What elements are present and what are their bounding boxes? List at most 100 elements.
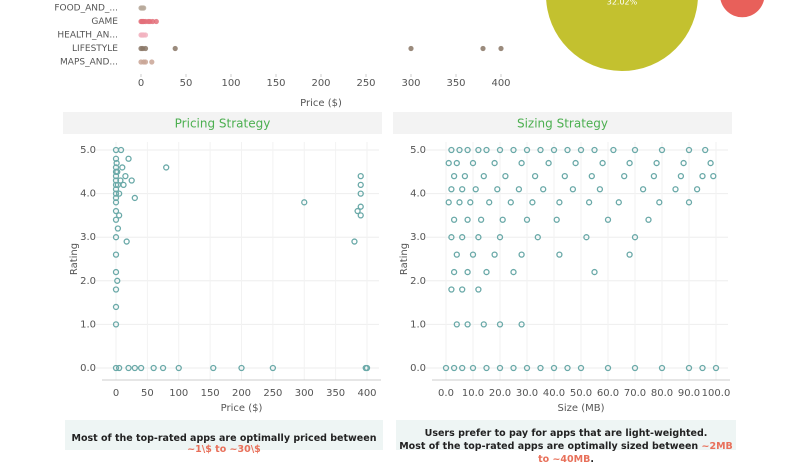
strip-dot bbox=[142, 45, 149, 52]
point bbox=[545, 159, 552, 167]
category-label: MAPS_AND... bbox=[60, 58, 118, 68]
point bbox=[112, 207, 120, 215]
point bbox=[585, 199, 593, 206]
point bbox=[702, 146, 709, 154]
x-tick-label: 0 bbox=[113, 388, 119, 399]
x-tick-label: 0.0 bbox=[438, 388, 454, 399]
point bbox=[534, 234, 541, 241]
point bbox=[475, 286, 482, 293]
point bbox=[631, 364, 639, 372]
x-tick-label: 400 bbox=[357, 388, 376, 399]
point bbox=[685, 146, 693, 154]
point bbox=[112, 199, 120, 206]
strip-dot bbox=[498, 45, 504, 52]
x-tick-label: 300 bbox=[401, 78, 420, 89]
point bbox=[112, 234, 120, 241]
category-label: LIFESTYLE bbox=[72, 44, 118, 54]
point bbox=[114, 168, 121, 175]
point bbox=[483, 364, 490, 372]
point bbox=[464, 146, 471, 154]
point bbox=[561, 173, 568, 180]
x-tick-label: 70.0 bbox=[624, 388, 646, 399]
point bbox=[448, 146, 455, 154]
point bbox=[550, 364, 558, 372]
category-label: HEALTH_AN... bbox=[57, 31, 118, 41]
note-text: Most of the top-rated apps are optimally… bbox=[71, 433, 377, 444]
point bbox=[712, 364, 720, 372]
point bbox=[112, 251, 120, 258]
point bbox=[450, 268, 458, 276]
point bbox=[448, 234, 455, 241]
y-axis-label: Rating bbox=[69, 243, 80, 275]
strip-dot bbox=[149, 59, 155, 65]
point bbox=[269, 364, 277, 372]
y-tick-label: 4.0 bbox=[80, 189, 96, 200]
note-line: Users prefer to pay for apps that are li… bbox=[424, 428, 708, 439]
point bbox=[301, 199, 308, 206]
point bbox=[475, 234, 482, 241]
point bbox=[450, 216, 458, 223]
y-tick-label: 1.0 bbox=[80, 319, 96, 330]
strip-dot bbox=[153, 18, 159, 25]
point bbox=[464, 321, 471, 328]
point bbox=[469, 251, 477, 258]
point bbox=[480, 321, 487, 328]
point bbox=[122, 173, 129, 180]
point bbox=[112, 364, 120, 372]
point bbox=[685, 199, 693, 206]
point bbox=[456, 199, 463, 206]
point bbox=[469, 159, 477, 167]
point bbox=[491, 159, 498, 167]
point bbox=[464, 268, 471, 276]
panel-header bbox=[393, 112, 732, 134]
point bbox=[583, 234, 590, 241]
point bbox=[507, 199, 514, 206]
point bbox=[518, 251, 525, 258]
point bbox=[115, 212, 123, 219]
point bbox=[710, 173, 717, 180]
point bbox=[112, 303, 120, 311]
category-label: FOOD_AND_... bbox=[54, 4, 118, 14]
x-tick-label: 20.0 bbox=[489, 388, 511, 399]
point bbox=[650, 173, 658, 180]
note-end: . bbox=[590, 454, 594, 465]
point bbox=[459, 186, 466, 193]
y-tick-label: 0.0 bbox=[410, 363, 426, 374]
point bbox=[456, 146, 463, 154]
point bbox=[351, 238, 358, 245]
note-text: Most of the top-rated apps are optimally… bbox=[399, 441, 702, 452]
x-tick-label: 350 bbox=[446, 78, 465, 89]
point bbox=[564, 364, 571, 372]
point bbox=[357, 173, 364, 180]
x-axis-label: Size (MB) bbox=[558, 403, 605, 414]
point bbox=[113, 159, 120, 167]
point bbox=[363, 364, 371, 372]
x-tick-label: 200 bbox=[311, 78, 330, 89]
point bbox=[486, 199, 493, 206]
point bbox=[626, 159, 633, 167]
point bbox=[357, 181, 364, 189]
point bbox=[518, 159, 525, 167]
y-tick-label: 3.0 bbox=[80, 232, 96, 243]
strip-dot bbox=[142, 32, 149, 38]
point bbox=[238, 364, 245, 372]
x-tick-label: 150 bbox=[266, 78, 285, 89]
x-tick-label: 400 bbox=[491, 78, 510, 89]
point bbox=[529, 199, 536, 206]
point bbox=[112, 268, 120, 276]
point bbox=[475, 146, 482, 154]
strip-dot bbox=[172, 45, 178, 52]
point bbox=[510, 364, 517, 372]
point bbox=[123, 238, 130, 245]
point bbox=[596, 186, 604, 193]
point bbox=[621, 173, 628, 180]
point bbox=[615, 199, 622, 206]
point bbox=[114, 225, 122, 232]
strip-dot bbox=[408, 45, 414, 52]
x-tick-label: 40.0 bbox=[543, 388, 565, 399]
point bbox=[175, 364, 182, 372]
point bbox=[357, 212, 364, 219]
strip-dot bbox=[141, 5, 147, 11]
point bbox=[496, 364, 504, 372]
point bbox=[115, 190, 123, 197]
